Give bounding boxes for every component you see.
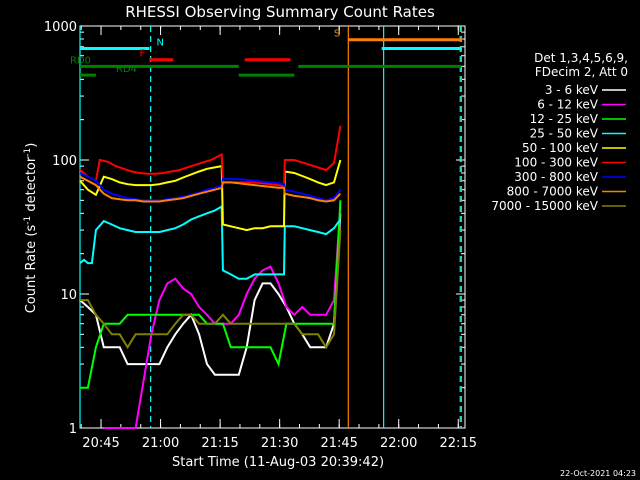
legend: Det 1,3,4,5,6,9,FDecim 2, Att 0 3 - 6 keV…: [491, 51, 628, 213]
y-tick-label: 1000: [44, 20, 77, 35]
legend-entry-label: 7000 - 15000 keV: [491, 199, 598, 213]
x-tick-label: 21:15: [201, 436, 238, 451]
legend-entry-label: 6 - 12 keV: [537, 98, 599, 112]
chart-title: RHESSI Observing Summary Count Rates: [125, 3, 435, 21]
y-tick-label: 1: [69, 422, 77, 437]
series-line: [79, 175, 342, 203]
series-line: [79, 172, 342, 202]
y-axis-label-text: Count Rate (s-1 detector-1): [23, 143, 39, 314]
x-tick-label: 21:00: [142, 436, 179, 451]
plot-area: 1 10 100 1000 20:45 21:00 21:15 21:30 21:45 22:00…: [44, 20, 477, 451]
legend-entry-label: 25 - 50 keV: [530, 127, 599, 141]
flag-label: F: [139, 49, 145, 60]
series-line: [80, 230, 342, 350]
flag-label: RD0: [70, 55, 91, 66]
x-tick-label: 21:45: [320, 436, 357, 451]
series-line: [103, 206, 342, 429]
series-line: [79, 204, 342, 280]
legend-header: Det 1,3,4,5,6,9,: [534, 51, 628, 65]
x-tick-label: 22:00: [380, 436, 417, 451]
x-tick-label: 21:30: [261, 436, 298, 451]
x-axis-label: Start Time (11-Aug-03 20:39:42): [172, 455, 384, 470]
legend-entry-label: 300 - 800 keV: [514, 170, 598, 184]
flag-label: N: [156, 37, 163, 48]
legend-entry-label: 12 - 25 keV: [530, 112, 599, 126]
flag-label: RD4: [116, 64, 137, 75]
legend-entry-label: 3 - 6 keV: [545, 83, 599, 97]
legend-entry-label: 800 - 7000 keV: [507, 185, 599, 199]
legend-entry-label: 100 - 300 keV: [514, 156, 598, 170]
flag-label: S: [334, 29, 340, 40]
y-axis-label: Count Rate (s-1 detector-1): [23, 143, 39, 314]
y-tick-label: 10: [60, 288, 77, 303]
legend-header: FDecim 2, Att 0: [535, 65, 628, 79]
series-line: [79, 125, 342, 188]
timestamp: 22-Oct-2021 04:23: [560, 469, 636, 478]
x-tick-label: 20:45: [82, 436, 119, 451]
legend-entry-label: 50 - 100 keV: [522, 141, 599, 155]
x-tick-label: 22:15: [440, 436, 477, 451]
y-tick-label: 100: [52, 154, 77, 169]
series-line: [79, 159, 342, 232]
